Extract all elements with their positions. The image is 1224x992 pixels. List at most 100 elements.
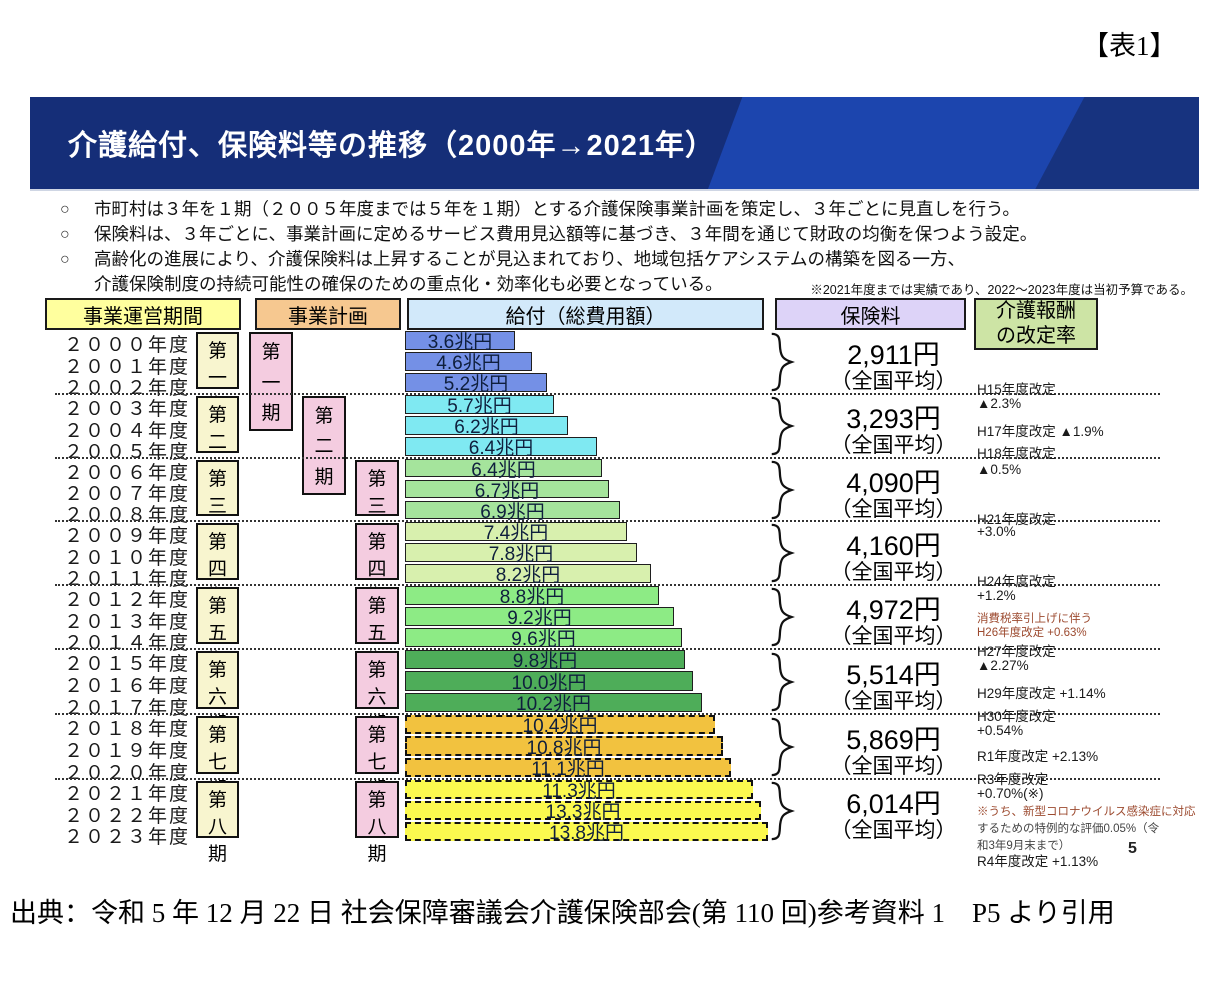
operation-period-char: 第	[207, 468, 227, 490]
revision-rate-item: R4年度改定 +1.13%	[977, 854, 1099, 869]
plan-period-box: 第八期	[355, 780, 399, 865]
operation-period-box: 第五期	[196, 586, 239, 671]
operation-period-box: 第六期	[196, 650, 239, 735]
revision-rate-item: 消費税率引上げに伴う	[977, 613, 1092, 625]
operation-period-char: 七	[207, 751, 227, 773]
plan-period-char: 三	[367, 495, 387, 517]
operation-period-char: 第	[207, 404, 227, 426]
plan-period-char: 第	[367, 789, 387, 811]
bullet-icon: ○	[60, 251, 70, 268]
benefit-bar-label: 9.6兆円	[511, 629, 576, 651]
premium-value: 4,090円	[846, 467, 941, 498]
year-label: ２００４年度	[63, 420, 190, 442]
column-header-premium: 保険料	[775, 298, 966, 330]
benefit-bar-label: 10.2兆円	[516, 694, 591, 716]
plan-period-char: 第	[367, 531, 387, 553]
operation-period-box: 第一期	[196, 331, 239, 416]
plan-period-char: 八	[367, 816, 387, 838]
operation-period-box: 第七期	[196, 715, 239, 800]
operation-period-box: 第二期	[196, 395, 239, 480]
period-divider	[55, 584, 1160, 586]
premium-value: 3,293円	[846, 404, 941, 434]
benefit-bar: 7.8兆円	[405, 543, 637, 565]
benefit-bar-label: 6.4兆円	[468, 438, 534, 460]
year-label: ２０１３年度	[63, 611, 190, 633]
plan-period-char: 期	[367, 843, 387, 865]
premium-note: （全国平均）	[830, 561, 957, 584]
benefit-bar-label: 6.4兆円	[471, 459, 536, 481]
year-label: ２００７年度	[63, 484, 190, 505]
benefit-bar: 6.4兆円	[405, 437, 597, 459]
revision-rate-item: H27年度改定	[977, 644, 1056, 659]
revision-rate-item: H15年度改定	[977, 382, 1056, 397]
plan-period-char: 期	[314, 466, 334, 488]
year-label: ２００１年度	[63, 356, 190, 378]
benefit-bar: 6.9兆円	[405, 500, 620, 523]
year-label: ２０００年度	[63, 335, 190, 357]
operation-period-char: 期	[207, 843, 227, 865]
operation-period-char: 三	[207, 495, 227, 517]
benefit-bar-label: 3.6兆円	[427, 331, 493, 353]
benefit-bar: 4.6兆円	[405, 352, 532, 374]
benefit-bar-label: 9.2兆円	[507, 608, 572, 630]
benefit-bar: 7.4兆円	[405, 521, 627, 544]
benefit-bar-label: 4.6兆円	[436, 353, 501, 375]
bullet-text: 市町村は３年を１期（２００５年度までは５年を１期）とする介護保険事業計画を策定し…	[94, 199, 1020, 219]
benefit-bar-label: 10.0兆円	[511, 672, 587, 694]
revision-rate-item: +0.70%(※)	[977, 786, 1044, 801]
year-label: ２００６年度	[63, 463, 190, 484]
curly-brace-icon	[763, 652, 803, 712]
period-divider	[55, 457, 1160, 459]
plan-period-box: 第一期	[249, 331, 293, 432]
curly-brace-icon	[763, 396, 803, 456]
operation-period-char: 二	[207, 431, 227, 453]
premium-value: 4,160円	[846, 531, 941, 561]
benefit-bar-label: 7.8兆円	[488, 544, 554, 566]
benefit-bar: 3.6兆円	[405, 330, 515, 353]
revision-rate-item: 和3年9月末まで）	[977, 840, 1071, 852]
benefit-bar: 9.6兆円	[405, 628, 682, 650]
revision-rate-item: ▲2.3%	[977, 396, 1022, 411]
table-tag: 【表1】	[1082, 31, 1177, 61]
bullet-text: 高齢化の進展により、介護保険料は上昇することが見込まれており、地域包括ケアシステ…	[94, 249, 965, 294]
column-header-benefits: 給付（総費用額）	[407, 298, 764, 330]
plan-period-box: 第五期	[355, 586, 399, 671]
year-label: ２０１０年度	[63, 547, 190, 569]
operation-period-char: 五	[207, 622, 227, 644]
benefit-bar: 5.2兆円	[405, 373, 547, 395]
revision-rate-item: +3.0%	[977, 524, 1016, 539]
benefit-bar: 11.1兆円	[405, 758, 731, 780]
operation-period-box: 第八期	[196, 780, 239, 865]
plan-period-box: 第三期	[355, 459, 399, 544]
benefit-bar: 10.4兆円	[405, 714, 715, 737]
operation-period-char: 第	[207, 659, 227, 681]
benefit-bar-label: 11.3兆円	[542, 780, 616, 802]
benefit-bar-label: 7.4兆円	[483, 522, 549, 544]
revision-rate-item: ※うち、新型コロナウイルス感染症に対応	[977, 806, 1196, 818]
year-label: ２０２２年度	[63, 805, 190, 827]
benefit-bar-label: 8.8兆円	[499, 586, 565, 608]
plan-period-box: 第七期	[355, 715, 399, 800]
bullet-item: ○ 市町村は３年を１期（２００５年度までは５年を１期）とする介護保険事業計画を策定…	[60, 197, 1170, 222]
period-divider	[55, 713, 1160, 715]
plan-period-char: 七	[367, 751, 387, 773]
slide-title: 介護給付、保険料等の推移（2000年→2021年）	[68, 130, 716, 162]
operation-period-char: 四	[207, 558, 227, 580]
plan-period-char: 二	[314, 436, 334, 458]
revision-rate-item: ▲0.5%	[977, 462, 1022, 477]
plan-period-char: 第	[261, 342, 281, 364]
actuals-note: ※2021年度までは実績であり、2022～2023年度は当初予算である。	[810, 283, 1193, 297]
premium-note: （全国平均）	[830, 819, 957, 842]
benefit-bar-label: 9.8兆円	[512, 650, 578, 672]
premium-value: 4,972円	[846, 595, 941, 625]
column-header-revision-rate: 介護報酬の改定率	[974, 298, 1098, 350]
benefit-bar: 13.3兆円	[405, 801, 761, 823]
plan-period-char: 一	[261, 372, 281, 394]
revision-rate-item: H26年度改定 +0.63%	[977, 627, 1087, 639]
operation-period-box: 第四期	[196, 522, 239, 607]
premium-note: （全国平均）	[830, 434, 957, 457]
column-header-operation-period: 事業運営期間	[45, 298, 241, 330]
bullet-text: 保険料は、３年ごとに、事業計画に定めるサービス費用見込額等に基づき、３年間を通じ…	[94, 224, 1038, 244]
premium-note: （全国平均）	[830, 625, 957, 648]
